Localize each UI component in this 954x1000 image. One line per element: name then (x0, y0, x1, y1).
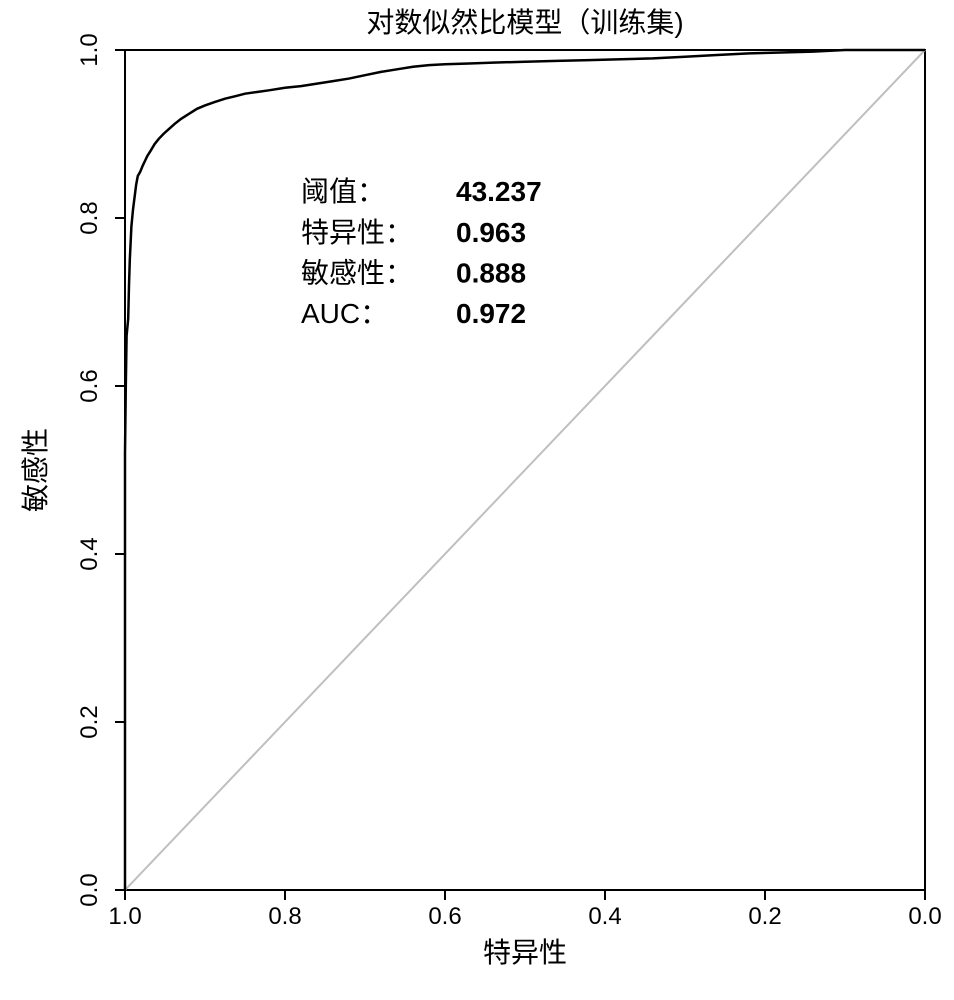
y-tick-label: 0.6 (76, 369, 103, 402)
x-tick-label: 0.2 (748, 903, 781, 930)
y-axis-label: 敏感性 (20, 428, 51, 512)
x-axis-label: 特异性 (483, 937, 567, 968)
y-tick-label: 0.2 (76, 705, 103, 738)
roc-svg: 1.0 0.8 0.6 0.4 0.2 0.0 0.0 0.2 0.4 0.6 0.8 1.0 对数似然… (0, 0, 954, 1000)
annotation-label: AUC： (301, 298, 388, 329)
annotation-label: 特异性： (301, 217, 413, 248)
x-tick-label: 1.0 (108, 903, 141, 930)
y-tick-label: 0.4 (76, 537, 103, 570)
roc-chart: 1.0 0.8 0.6 0.4 0.2 0.0 0.0 0.2 0.4 0.6 0.8 1.0 对数似然… (0, 0, 954, 1000)
annotation-value: 0.888 (456, 257, 526, 288)
y-tick-label: 0.0 (76, 873, 103, 906)
x-tick-label: 0.0 (908, 903, 941, 930)
chart-title: 对数似然比模型（训练集) (366, 7, 683, 38)
y-tick-label: 0.8 (76, 201, 103, 234)
annotation-value: 0.963 (456, 217, 526, 248)
annotation-label: 敏感性： (301, 257, 413, 288)
annotation-value: 0.972 (456, 298, 526, 329)
x-tick-label: 0.4 (588, 903, 621, 930)
annotation-label: 阈值： (301, 176, 385, 207)
annotation-value: 43.237 (456, 176, 542, 207)
x-tick-label: 0.8 (268, 903, 301, 930)
y-tick-label: 1.0 (76, 33, 103, 66)
x-tick-label: 0.6 (428, 903, 461, 930)
